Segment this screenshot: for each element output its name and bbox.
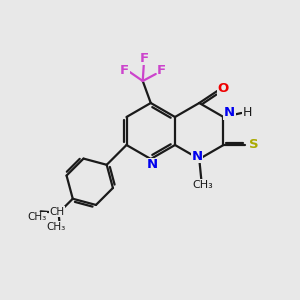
Text: CH₃: CH₃ [46, 222, 66, 232]
Text: F: F [157, 64, 166, 77]
Text: F: F [140, 52, 149, 64]
Text: O: O [218, 82, 229, 95]
Text: S: S [249, 139, 258, 152]
Text: N: N [224, 106, 235, 119]
Text: H: H [243, 106, 252, 118]
Text: F: F [120, 64, 129, 76]
Text: CH: CH [49, 207, 64, 217]
Text: N: N [147, 158, 158, 172]
Text: N: N [192, 149, 203, 163]
Text: CH₃: CH₃ [193, 180, 214, 190]
Text: CH₃: CH₃ [27, 212, 46, 222]
